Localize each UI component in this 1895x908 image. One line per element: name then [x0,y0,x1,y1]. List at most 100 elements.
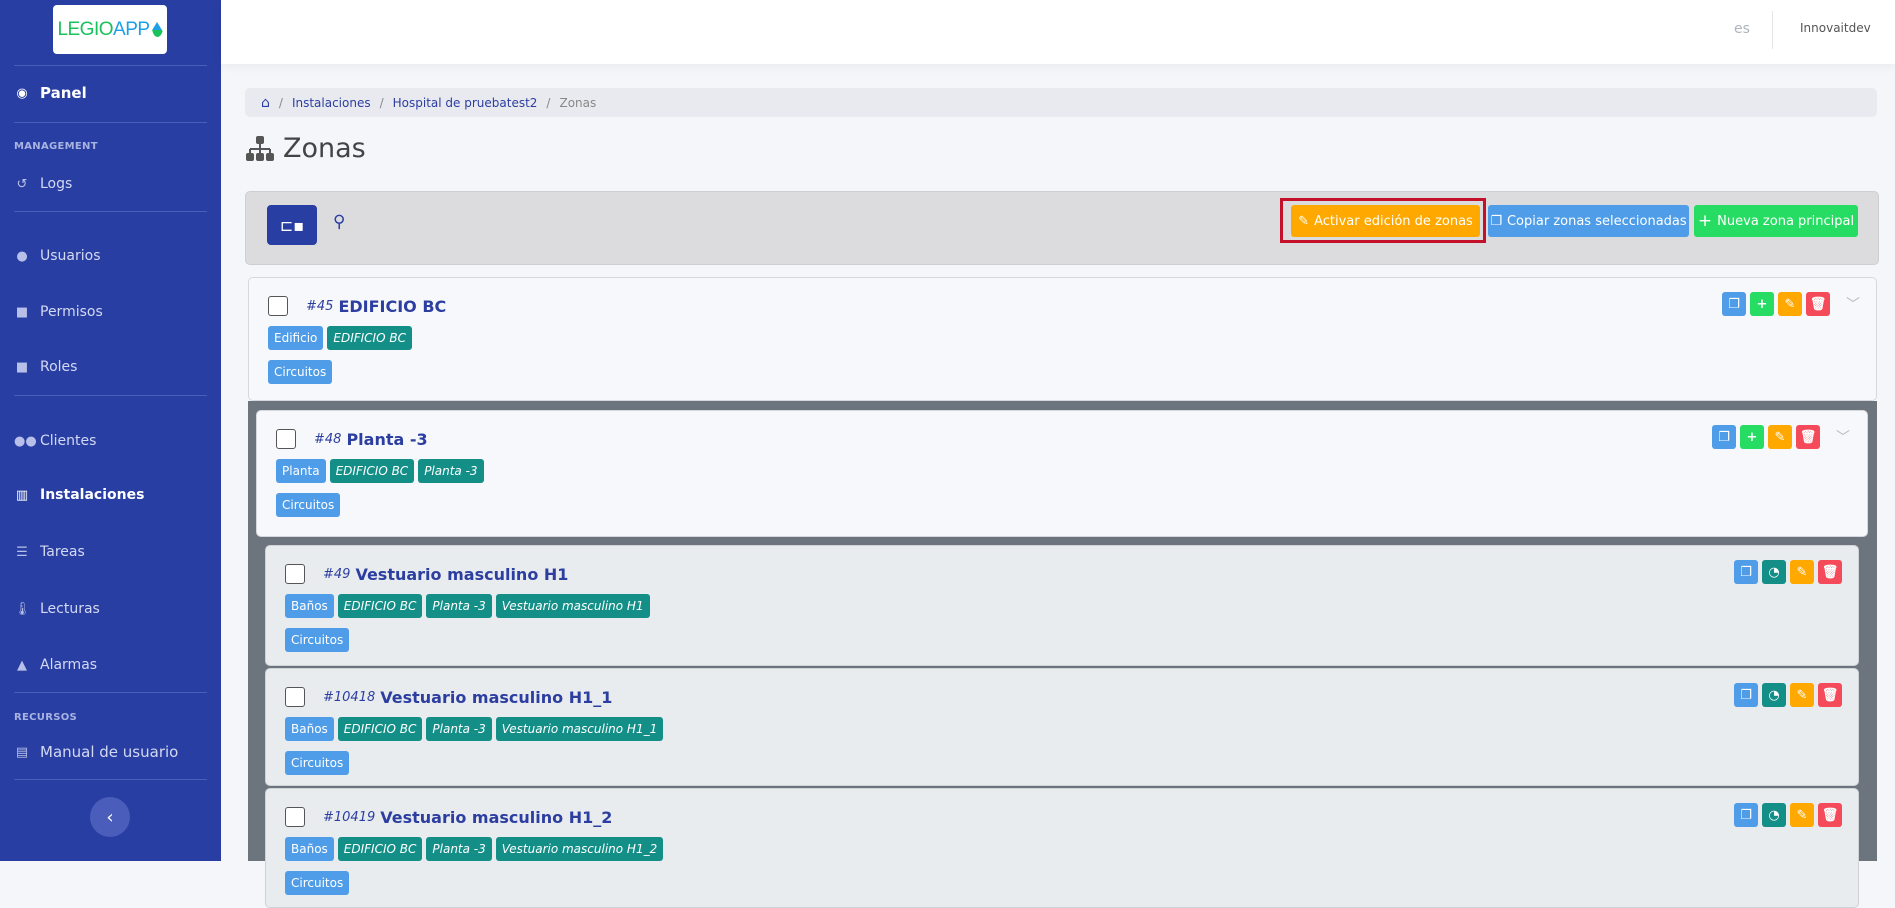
add-subzone-button[interactable]: + [1740,425,1764,449]
zone-path-tag: Planta -3 [426,837,492,861]
zone-checkbox[interactable] [268,296,288,316]
home-icon[interactable]: ⌂ [261,94,270,111]
divider [1772,11,1773,49]
zone-checkbox[interactable] [285,687,305,707]
search-button[interactable]: ⚲ [333,212,345,232]
divider [14,779,207,780]
edit-zone-button[interactable]: ✎ [1790,803,1814,827]
zone-path-tag: Vestuario masculino H1_2 [495,837,664,861]
page-title: Zonas [245,133,366,164]
gauge-button[interactable]: ◔ [1762,803,1786,827]
zone-path-tag: Planta -3 [426,717,492,741]
zone-checkbox[interactable] [285,564,305,584]
delete-zone-button[interactable]: 🗑︎ [1818,803,1842,827]
circuits-button[interactable]: Circuitos [285,751,350,775]
chevron-down-icon[interactable]: ﹀ [1846,297,1860,313]
sidebar-item-manual[interactable]: ▤ Manual de usuario [15,743,179,761]
copy-zone-button[interactable]: ❐ [1712,425,1736,449]
copy-zone-button[interactable]: ❐ [1734,560,1758,584]
zone-name[interactable]: EDIFICIO BC [338,296,447,316]
logo[interactable]: LEGIO APP [53,5,167,54]
circuits-button[interactable]: Circuitos [268,360,333,384]
zone-path-tag: EDIFICIO BC [327,326,412,350]
zone-path-tag: EDIFICIO BC [329,459,415,483]
gauge-button[interactable]: ◔ [1762,560,1786,584]
zone-id: #49 [323,566,351,582]
zone-path-tag: Vestuario masculino H1 [495,594,650,618]
zone-name[interactable]: Vestuario masculino H1_1 [380,687,613,707]
zone-card: #45 EDIFICIO BC Edificio EDIFICIO BC Circu… [248,277,1877,401]
breadcrumb-instalaciones[interactable]: Instalaciones [291,95,371,110]
zone-checkbox[interactable] [276,429,296,449]
copy-selected-button[interactable]: ❐ Copiar zonas seleccionadas [1488,205,1689,237]
zone-actions: ❐ ◔ ✎ 🗑︎ [1734,683,1842,707]
user-menu[interactable]: Innovaitdev [1800,21,1871,35]
zone-type-tag: Planta [276,459,326,483]
delete-zone-button[interactable]: 🗑︎ [1796,425,1820,449]
edit-zone-button[interactable]: ✎ [1790,560,1814,584]
sidebar-item-logs[interactable]: ↺ Logs [14,172,73,196]
sidebar-item-panel[interactable]: ◉ Panel [14,81,86,105]
divider [14,395,207,396]
gauge-icon: ◔ [1768,564,1780,580]
delete-zone-button[interactable]: 🗑︎ [1806,292,1830,316]
zone-card: #10418 Vestuario masculino H1_1 Baños EDIF… [265,668,1859,786]
pencil-icon: ✎ [1796,687,1808,703]
sidebar-item-alarmas[interactable]: ▲ Alarmas [14,653,97,677]
zone-name[interactable]: Planta -3 [346,429,428,449]
circuits-button[interactable]: Circuitos [285,871,350,895]
sidebar-item-permisos[interactable]: ■ Permisos [15,304,103,320]
lock-icon: ■ [15,304,29,320]
delete-zone-button[interactable]: 🗑︎ [1818,683,1842,707]
circuits-button[interactable]: Circuitos [276,493,341,517]
trash-icon: 🗑︎ [1809,296,1827,312]
zone-name[interactable]: Vestuario masculino H1 [355,564,569,584]
plus-icon: + [1756,296,1768,312]
delete-zone-button[interactable]: 🗑︎ [1818,560,1842,584]
zone-id: #10419 [323,809,376,825]
zone-actions: ❐ + ✎ 🗑︎ ﹀ [1712,425,1850,449]
zone-id: #10418 [323,689,376,705]
gauge-icon: ◔ [1768,807,1780,823]
sidebar-item-usuarios[interactable]: ● Usuarios [14,244,100,268]
zone-actions: ❐ + ✎ 🗑︎ ﹀ [1722,292,1860,316]
topbar: es Innovaitdev [221,0,1895,64]
chevron-down-icon[interactable]: ﹀ [1836,430,1850,446]
pencil-icon: ✎ [1796,807,1808,823]
activate-edit-button[interactable]: ✎ Activar edición de zonas [1291,205,1480,237]
add-subzone-button[interactable]: + [1750,292,1774,316]
breadcrumb-hospital[interactable]: Hospital de pruebatest2 [392,95,538,110]
divider [14,65,207,66]
zone-checkbox[interactable] [285,807,305,827]
zone-card: #48 Planta -3 Planta EDIFICIO BC Planta -3 … [256,410,1868,537]
edit-zone-button[interactable]: ✎ [1778,292,1802,316]
sidebar-item-clientes[interactable]: ●● Clientes [14,433,97,449]
edit-zone-button[interactable]: ✎ [1768,425,1792,449]
zone-id: #45 [306,298,334,314]
copy-zone-button[interactable]: ❐ [1722,292,1746,316]
lock-icon: ■ [15,359,29,375]
circuits-button[interactable]: Circuitos [285,628,350,652]
sidebar-item-lecturas[interactable]: 🌡︎ Lecturas [14,601,100,617]
trash-icon: 🗑︎ [1821,564,1839,580]
warning-icon: ▲ [17,657,27,673]
sidebar-item-instalaciones[interactable]: ▥ Instalaciones [15,487,145,503]
copy-icon: ❐ [1490,213,1502,229]
gauge-button[interactable]: ◔ [1762,683,1786,707]
edit-zone-button[interactable]: ✎ [1790,683,1814,707]
chevron-left-icon: ‹ [106,806,114,828]
copy-zone-button[interactable]: ❐ [1734,683,1758,707]
plus-icon: + [1697,211,1713,231]
sidebar-item-roles[interactable]: ■ Roles [15,359,78,375]
language-selector[interactable]: es [1734,21,1750,37]
zone-name[interactable]: Vestuario masculino H1_2 [380,807,613,827]
collapse-sidebar-button[interactable]: ‹ [90,797,130,837]
sidebar-item-tareas[interactable]: ☰ Tareas [14,540,85,564]
copy-icon: ❐ [1740,807,1752,823]
zone-type-tag: Baños [285,594,334,618]
tree-view-button[interactable]: ⊏▪ [267,205,317,245]
new-zone-button[interactable]: + Nueva zona principal [1694,205,1858,237]
zone-tags: Planta EDIFICIO BC Planta -3 [276,459,1867,483]
copy-zone-button[interactable]: ❐ [1734,803,1758,827]
pencil-icon: ✎ [1298,213,1310,229]
